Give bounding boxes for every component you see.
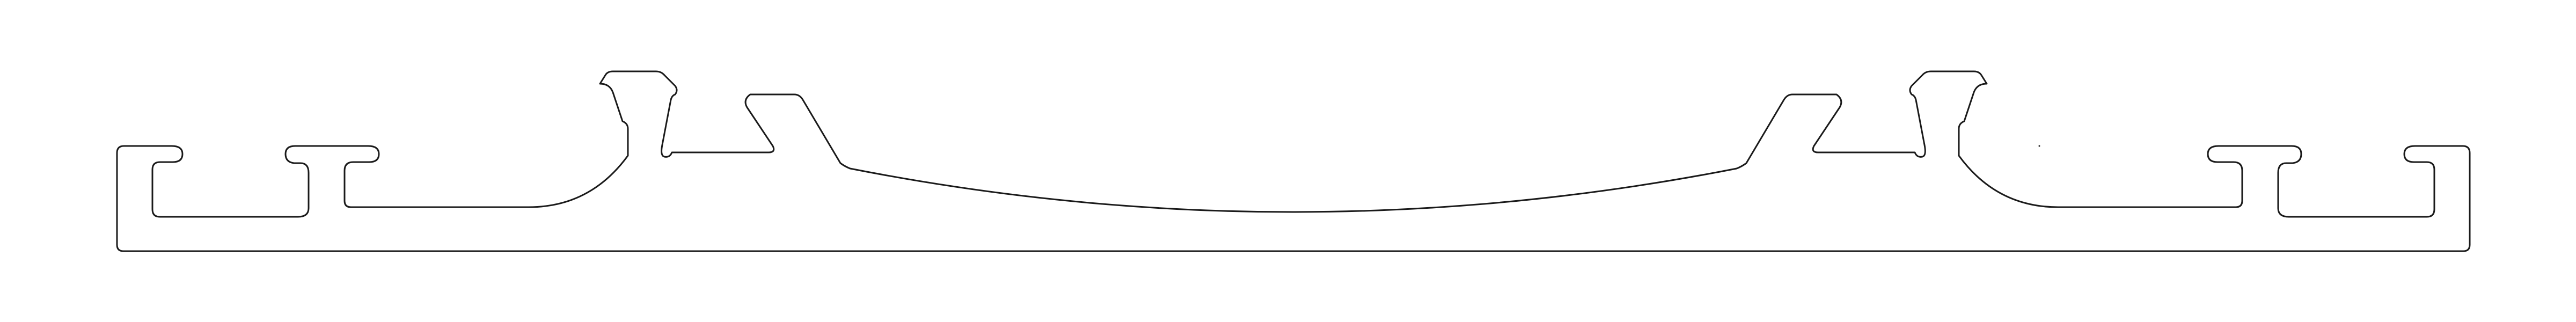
right-curved-flank bbox=[1736, 70, 2059, 208]
center-arch bbox=[849, 167, 1738, 213]
right-t-slot-outer bbox=[2057, 145, 2435, 218]
left-end-wall bbox=[116, 145, 173, 252]
left-curved-flank bbox=[528, 70, 851, 208]
extrusion-profile bbox=[116, 70, 2471, 252]
right-end-wall bbox=[2414, 145, 2471, 252]
left-t-slot-outer bbox=[151, 145, 530, 218]
